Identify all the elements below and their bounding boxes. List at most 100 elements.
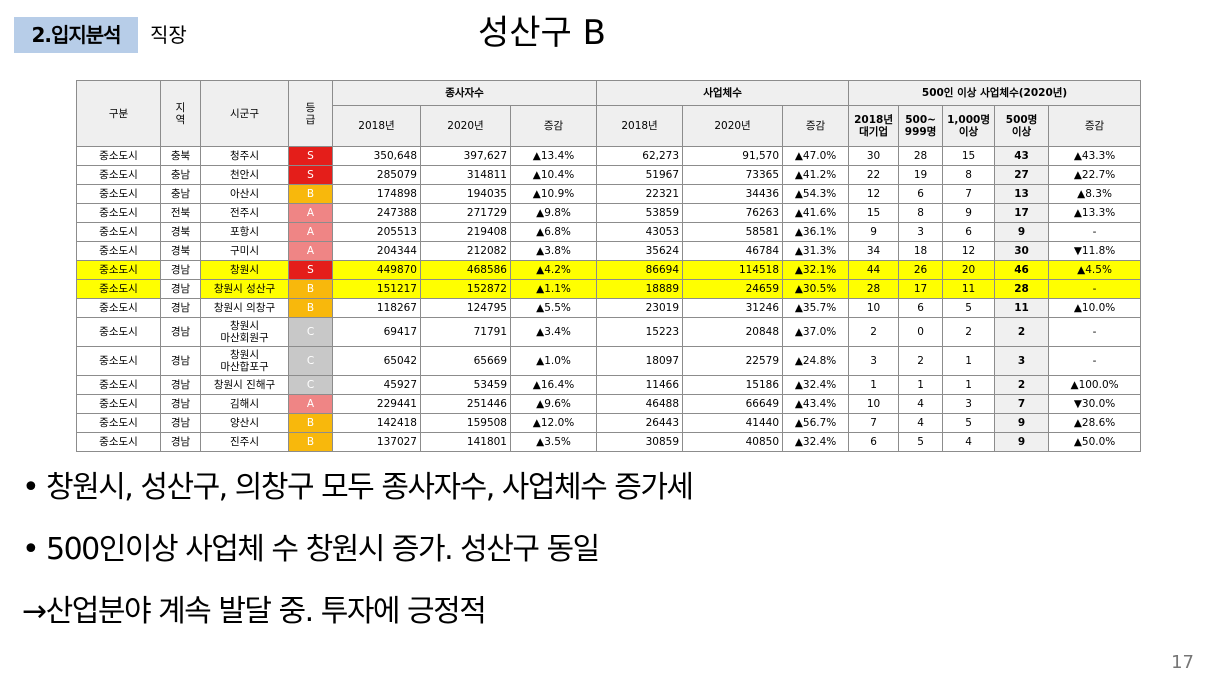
header-businesses-change: 증감 [782, 105, 850, 147]
table-row: 중소도시 경남 창원시 마산회원구 C 69417 71791 ▲3.4% 15223 2084… [76, 317, 1142, 347]
cell-businesses-2018: 53859 [596, 203, 684, 223]
cell-gubun: 중소도시 [76, 184, 161, 204]
cell-large-1000: 7 [942, 184, 996, 204]
cell-large-500plus: 7 [994, 394, 1050, 414]
cell-city: 진주시 [200, 432, 289, 452]
cell-workers-change: ▲10.9% [509, 184, 598, 204]
cell-gubun: 중소도시 [76, 222, 161, 242]
header-businesses: 사업체수 [596, 80, 850, 106]
cell-grade: B [288, 298, 333, 318]
cell-large-change: ▲22.7% [1048, 165, 1142, 185]
cell-workers-2020: 271729 [420, 203, 511, 223]
cell-large-2018: 9 [848, 222, 900, 242]
bullet-dot-icon: • [22, 532, 40, 567]
cell-workers-2020: 212082 [420, 241, 511, 261]
cell-businesses-change: ▲43.4% [782, 394, 850, 414]
header-region: 지 역 [160, 80, 201, 147]
cell-large-1000: 1 [942, 346, 996, 376]
header-large-500plus: 500명 이상 [994, 105, 1050, 147]
cell-workers-2020: 194035 [420, 184, 511, 204]
cell-businesses-2020: 31246 [682, 298, 784, 318]
cell-region: 경남 [160, 413, 201, 433]
cell-businesses-2020: 24659 [682, 279, 784, 299]
table-row: 중소도시 경남 창원시 S 449870 468586 ▲4.2% 86694 114518 ▲3… [76, 260, 1142, 280]
cell-gubun: 중소도시 [76, 346, 161, 376]
conclusion-text: 산업분야 계속 발달 중. 투자에 긍정적 [45, 594, 487, 629]
cell-grade: C [288, 317, 333, 347]
cell-large-2018: 1 [848, 375, 900, 395]
cell-large-change: ▲13.3% [1048, 203, 1142, 223]
cell-grade: S [288, 146, 333, 166]
cell-large-change: ▼30.0% [1048, 394, 1142, 414]
cell-large-500plus: 43 [994, 146, 1050, 166]
cell-city: 구미시 [200, 241, 289, 261]
section-subtitle: 직장 [150, 23, 187, 47]
cell-businesses-2020: 15186 [682, 375, 784, 395]
cell-grade: C [288, 346, 333, 376]
cell-region: 경남 [160, 317, 201, 347]
cell-gubun: 중소도시 [76, 260, 161, 280]
table-row: 중소도시 충남 아산시 B 174898 194035 ▲10.9% 22321 34436 ▲5… [76, 184, 1142, 204]
cell-businesses-2020: 41440 [682, 413, 784, 433]
cell-large-1000: 12 [942, 241, 996, 261]
cell-large-1000: 5 [942, 413, 996, 433]
summary-bullets: • 창원시, 성산구, 의창구 모두 종사자수, 사업체수 증가세 • 500인이상… [22, 468, 1172, 632]
cell-large-1000: 3 [942, 394, 996, 414]
cell-businesses-2018: 30859 [596, 432, 684, 452]
cell-large-500plus: 3 [994, 346, 1050, 376]
header-grade: 등 급 [288, 80, 333, 147]
cell-workers-2020: 152872 [420, 279, 511, 299]
cell-workers-2018: 449870 [332, 260, 421, 280]
cell-businesses-2020: 73365 [682, 165, 784, 185]
conclusion: →산업분야 계속 발달 중. 투자에 긍정적 [22, 592, 1172, 632]
cell-grade: A [288, 222, 333, 242]
cell-large-2018: 30 [848, 146, 900, 166]
cell-workers-change: ▲1.1% [509, 279, 598, 299]
cell-large-500plus: 2 [994, 317, 1050, 347]
cell-city: 천안시 [200, 165, 289, 185]
header-large-2018: 2018년 대기업 [848, 105, 900, 147]
cell-large-2018: 3 [848, 346, 900, 376]
cell-large-1000: 9 [942, 203, 996, 223]
cell-region: 경남 [160, 279, 201, 299]
cell-large-500-999: 1 [898, 375, 944, 395]
cell-workers-2018: 69417 [332, 317, 421, 347]
cell-large-2018: 28 [848, 279, 900, 299]
cell-workers-2018: 65042 [332, 346, 421, 376]
cell-city: 창원시 진해구 [200, 375, 289, 395]
cell-large-change: ▲28.6% [1048, 413, 1142, 433]
cell-businesses-2020: 91,570 [682, 146, 784, 166]
cell-city: 아산시 [200, 184, 289, 204]
cell-workers-2018: 229441 [332, 394, 421, 414]
cell-workers-2018: 45927 [332, 375, 421, 395]
cell-large-500plus: 30 [994, 241, 1050, 261]
cell-workers-2018: 174898 [332, 184, 421, 204]
header-sigungu: 시군구 [200, 80, 289, 147]
cell-businesses-change: ▲31.3% [782, 241, 850, 261]
cell-workers-2020: 71791 [420, 317, 511, 347]
cell-workers-2018: 142418 [332, 413, 421, 433]
table-body: 중소도시 충북 청주시 S 350,648 397,627 ▲13.4% 62,273 91,5… [76, 146, 1142, 452]
cell-businesses-change: ▲54.3% [782, 184, 850, 204]
cell-large-500-999: 17 [898, 279, 944, 299]
cell-large-500plus: 11 [994, 298, 1050, 318]
cell-gubun: 중소도시 [76, 241, 161, 261]
cell-businesses-2020: 66649 [682, 394, 784, 414]
cell-businesses-change: ▲24.8% [782, 346, 850, 376]
cell-workers-2020: 468586 [420, 260, 511, 280]
cell-region: 충남 [160, 165, 201, 185]
cell-businesses-2018: 43053 [596, 222, 684, 242]
cell-large-change: ▲10.0% [1048, 298, 1142, 318]
cell-workers-2018: 204344 [332, 241, 421, 261]
cell-workers-change: ▲5.5% [509, 298, 598, 318]
cell-region: 충남 [160, 184, 201, 204]
header-workers: 종사자수 [331, 80, 598, 106]
cell-region: 경남 [160, 432, 201, 452]
cell-workers-2020: 314811 [420, 165, 511, 185]
cell-workers-2018: 205513 [332, 222, 421, 242]
cell-workers-2018: 350,648 [332, 146, 421, 166]
cell-region: 경남 [160, 346, 201, 376]
header-workers-change: 증감 [509, 105, 598, 147]
cell-city: 창원시 마산합포구 [200, 346, 289, 376]
cell-businesses-2020: 22579 [682, 346, 784, 376]
